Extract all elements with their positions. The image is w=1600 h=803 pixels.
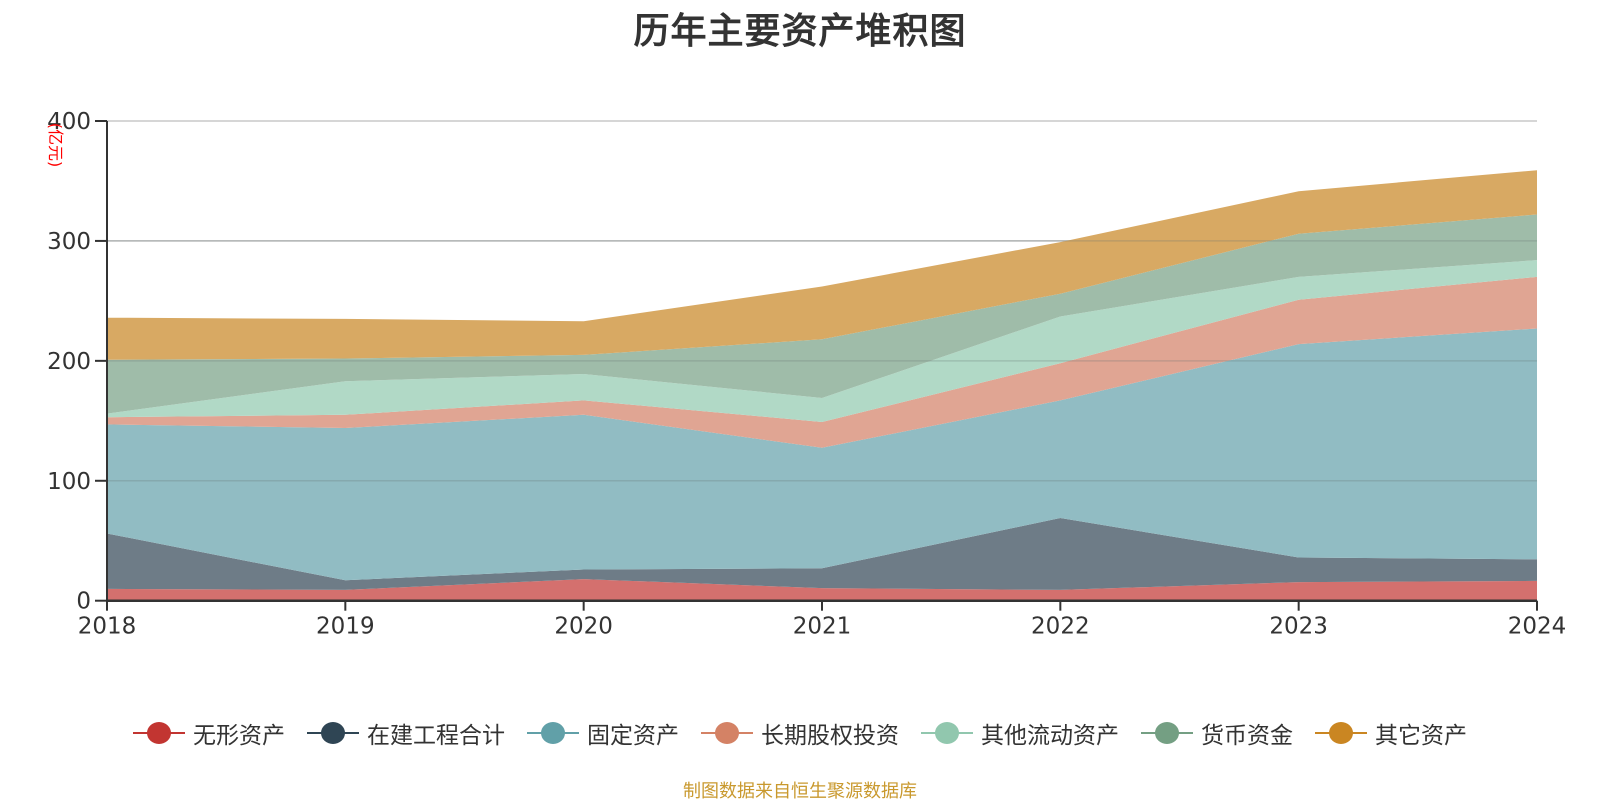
area-series-5[interactable] — [107, 214, 1537, 414]
legend-label: 其他流动资产 — [981, 723, 1119, 749]
legend-item-5[interactable]: 货币资金 — [1141, 716, 1293, 750]
legend: 无形资产 在建工程合计 固定资产 长期股权投资 其他流动资产 货币资金 其它资产 — [0, 716, 1600, 750]
legend-label: 货币资金 — [1201, 723, 1293, 749]
legend-marker-icon — [701, 721, 753, 745]
axis-layer: 0 100 200 300 400 2018 2019 2020 2021 2022 2023 202… — [47, 109, 1566, 640]
y-tick-label: 100 — [47, 469, 91, 495]
legend-label: 在建工程合计 — [367, 723, 505, 749]
legend-marker-icon — [527, 721, 579, 745]
area-series-2[interactable] — [107, 328, 1537, 581]
y-tick-label: 300 — [47, 229, 91, 255]
area-series-6[interactable] — [107, 170, 1537, 360]
legend-item-0[interactable]: 无形资产 — [133, 716, 285, 750]
data-source-footer: 制图数据来自恒生聚源数据库 — [683, 781, 917, 802]
legend-marker-icon — [1315, 721, 1367, 745]
x-tick-label: 2021 — [793, 614, 852, 640]
legend-label: 其它资产 — [1375, 723, 1467, 749]
chart-title: 历年主要资产堆积图 — [633, 11, 967, 52]
area-series-1[interactable] — [107, 518, 1537, 590]
area-layer — [107, 170, 1537, 601]
legend-label: 长期股权投资 — [761, 723, 899, 749]
legend-item-4[interactable]: 其他流动资产 — [921, 716, 1119, 750]
y-tick-label: 0 — [76, 589, 91, 615]
area-series-4[interactable] — [107, 260, 1537, 422]
x-tick-label: 2023 — [1269, 614, 1328, 640]
x-tick-label: 2019 — [316, 614, 375, 640]
legend-marker-icon — [921, 721, 973, 745]
x-tick-label: 2018 — [78, 614, 137, 640]
x-tick-label: 2022 — [1031, 614, 1090, 640]
legend-item-6[interactable]: 其它资产 — [1315, 716, 1467, 750]
legend-label: 固定资产 — [587, 723, 679, 749]
legend-item-2[interactable]: 固定资产 — [527, 716, 679, 750]
y-tick-label: 400 — [47, 109, 91, 135]
legend-item-3[interactable]: 长期股权投资 — [701, 716, 899, 750]
x-tick-label: 2024 — [1508, 614, 1567, 640]
x-tick-label: 2020 — [554, 614, 613, 640]
legend-marker-icon — [307, 721, 359, 745]
legend-marker-icon — [133, 721, 185, 745]
area-series-3[interactable] — [107, 276, 1537, 448]
y-tick-label: 200 — [47, 349, 91, 375]
legend-marker-icon — [1141, 721, 1193, 745]
legend-item-1[interactable]: 在建工程合计 — [307, 716, 505, 750]
y-axis-unit-label: (亿元) — [46, 123, 65, 168]
legend-label: 无形资产 — [193, 723, 285, 749]
